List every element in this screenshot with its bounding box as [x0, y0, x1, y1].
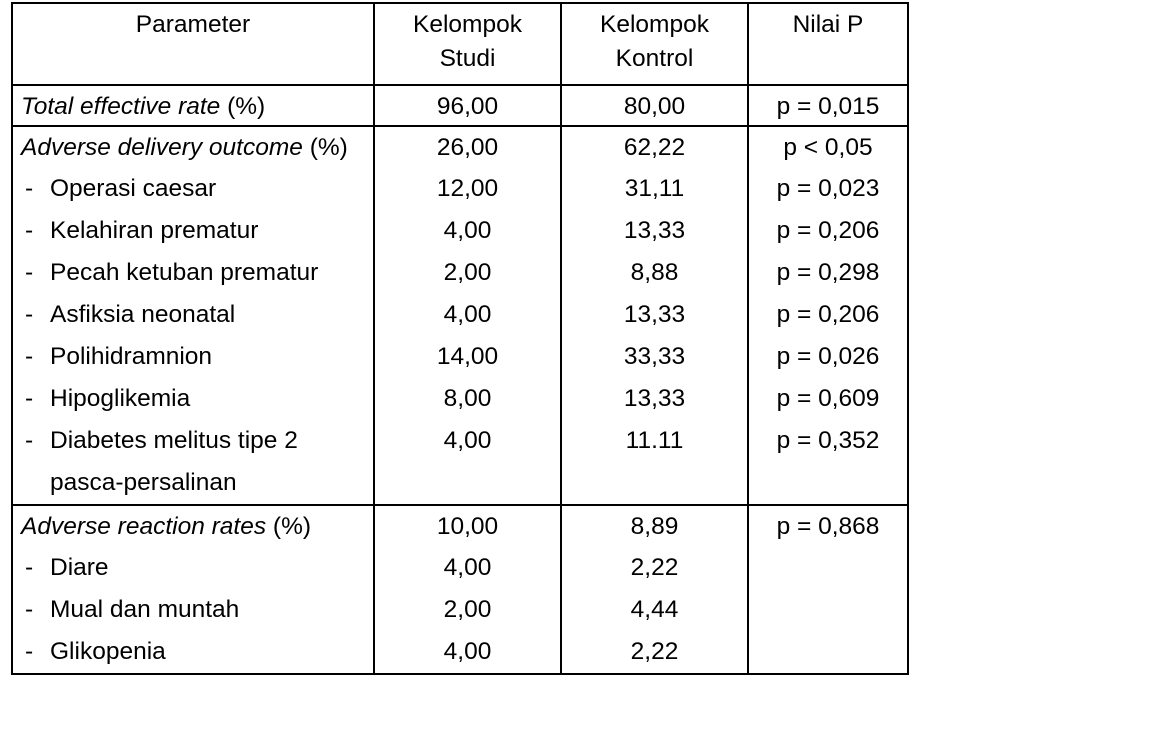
- cell-kontrol: 13,33: [560, 294, 749, 336]
- row-label-text: Hipoglikemia: [50, 385, 191, 412]
- results-table: Parameter Kelompok Studi Kelompok Kontro…: [11, 2, 909, 675]
- header-cell-kelompok-studi: Kelompok Studi: [373, 3, 562, 86]
- cell-studi: 96,00: [373, 85, 562, 127]
- table-row: - Mual dan muntah 2,00 4,44: [11, 589, 909, 631]
- table-row: - Polihidramnion 14,00 33,33 p = 0,026: [11, 336, 909, 378]
- dash-bullet: -: [25, 301, 34, 328]
- cell-kontrol: 8,89: [560, 505, 749, 547]
- row-label-text: Operasi caesar: [50, 175, 217, 202]
- row-label-suffix: (%): [266, 513, 312, 540]
- table-row: Adverse delivery outcome (%) 26,00 62,22…: [11, 126, 909, 168]
- dash-bullet: -: [25, 554, 34, 581]
- header-cell-nilai-p: Nilai P: [747, 3, 909, 86]
- row-label: - Kelahiran prematur: [11, 210, 375, 252]
- dash-bullet: -: [25, 259, 34, 286]
- cell-studi: 12,00: [373, 168, 562, 210]
- row-label-text: Glikopenia: [50, 638, 166, 665]
- cell-studi: 2,00: [373, 252, 562, 294]
- row-label: Adverse reaction rates (%): [11, 505, 375, 547]
- cell-p-value: p = 0,298: [747, 252, 909, 294]
- table-row: - Kelahiran prematur 4,00 13,33 p = 0,206: [11, 210, 909, 252]
- cell-kontrol: 8,88: [560, 252, 749, 294]
- table-row: - Operasi caesar 12,00 31,11 p = 0,023: [11, 168, 909, 210]
- row-label-text: Kelahiran prematur: [50, 217, 259, 244]
- table-row: Total effective rate (%) 96,00 80,00 p =…: [11, 85, 909, 127]
- cell-p-value: p = 0,352: [747, 420, 909, 506]
- dash-bullet: -: [25, 385, 34, 412]
- dash-bullet: -: [25, 175, 34, 202]
- cell-kontrol: 11.11: [560, 420, 749, 506]
- row-label: - Mual dan muntah: [11, 589, 375, 631]
- row-label: - Asfiksia neonatal: [11, 294, 375, 336]
- cell-p-value: p < 0,05: [747, 126, 909, 168]
- row-label: - Diabetes melitus tipe 2 pasca-persalina…: [11, 420, 375, 506]
- row-label: Total effective rate (%): [11, 85, 375, 127]
- row-label: - Glikopenia: [11, 631, 375, 674]
- cell-studi: 4,00: [373, 420, 562, 506]
- dash-bullet: -: [25, 427, 34, 454]
- cell-p-value: p = 0,609: [747, 378, 909, 420]
- cell-p-value: p = 0,023: [747, 168, 909, 210]
- cell-p-value: p = 0,206: [747, 210, 909, 252]
- cell-p-value: [747, 547, 909, 589]
- row-label-italic: Adverse reaction rates: [21, 513, 267, 540]
- row-label: Adverse delivery outcome (%): [11, 126, 375, 168]
- cell-p-value: p = 0,206: [747, 294, 909, 336]
- row-label-italic: Adverse delivery outcome: [21, 134, 303, 161]
- cell-p-value: p = 0,868: [747, 505, 909, 547]
- dash-bullet: -: [25, 638, 34, 665]
- row-label-suffix: (%): [220, 93, 266, 120]
- cell-kontrol: 13,33: [560, 378, 749, 420]
- cell-kontrol: 33,33: [560, 336, 749, 378]
- dash-bullet: -: [25, 343, 34, 370]
- row-label: - Pecah ketuban prematur: [11, 252, 375, 294]
- table-header-row: Parameter Kelompok Studi Kelompok Kontro…: [11, 3, 909, 86]
- cell-kontrol: 2,22: [560, 631, 749, 674]
- cell-studi: 4,00: [373, 631, 562, 674]
- row-label-text: Mual dan muntah: [50, 596, 240, 623]
- cell-kontrol: 4,44: [560, 589, 749, 631]
- row-label: - Hipoglikemia: [11, 378, 375, 420]
- row-label-text: Asfiksia neonatal: [50, 301, 236, 328]
- row-label-text: Diabetes melitus tipe 2 pasca-persalinan: [50, 427, 298, 496]
- cell-kontrol: 13,33: [560, 210, 749, 252]
- table-row: - Asfiksia neonatal 4,00 13,33 p = 0,206: [11, 294, 909, 336]
- cell-p-value: [747, 589, 909, 631]
- table-row: - Diabetes melitus tipe 2 pasca-persalina…: [11, 420, 909, 506]
- cell-p-value: [747, 631, 909, 674]
- row-label-suffix: (%): [302, 134, 348, 161]
- cell-studi: 10,00: [373, 505, 562, 547]
- cell-p-value: p = 0,026: [747, 336, 909, 378]
- dash-bullet: -: [25, 596, 34, 623]
- cell-kontrol: 31,11: [560, 168, 749, 210]
- table-row: - Pecah ketuban prematur 2,00 8,88 p = 0,…: [11, 252, 909, 294]
- row-label-text: Polihidramnion: [50, 343, 213, 370]
- table-row: - Glikopenia 4,00 2,22: [11, 631, 909, 674]
- cell-p-value: p = 0,015: [747, 85, 909, 127]
- row-label-italic: Total effective rate: [21, 93, 221, 120]
- cell-studi: 4,00: [373, 547, 562, 589]
- cell-kontrol: 62,22: [560, 126, 749, 168]
- cell-studi: 26,00: [373, 126, 562, 168]
- cell-kontrol: 2,22: [560, 547, 749, 589]
- header-cell-parameter: Parameter: [11, 3, 375, 86]
- cell-kontrol: 80,00: [560, 85, 749, 127]
- header-cell-kelompok-kontrol: Kelompok Kontrol: [560, 3, 749, 86]
- cell-studi: 8,00: [373, 378, 562, 420]
- row-label: - Diare: [11, 547, 375, 589]
- cell-studi: 4,00: [373, 210, 562, 252]
- cell-studi: 14,00: [373, 336, 562, 378]
- table-row: - Hipoglikemia 8,00 13,33 p = 0,609: [11, 378, 909, 420]
- table-row: - Diare 4,00 2,22: [11, 547, 909, 589]
- dash-bullet: -: [25, 217, 34, 244]
- row-label-text: Pecah ketuban prematur: [50, 259, 319, 286]
- row-label-text: Diare: [50, 554, 109, 581]
- cell-studi: 4,00: [373, 294, 562, 336]
- table-row: Adverse reaction rates (%) 10,00 8,89 p …: [11, 505, 909, 547]
- cell-studi: 2,00: [373, 589, 562, 631]
- row-label: - Polihidramnion: [11, 336, 375, 378]
- row-label: - Operasi caesar: [11, 168, 375, 210]
